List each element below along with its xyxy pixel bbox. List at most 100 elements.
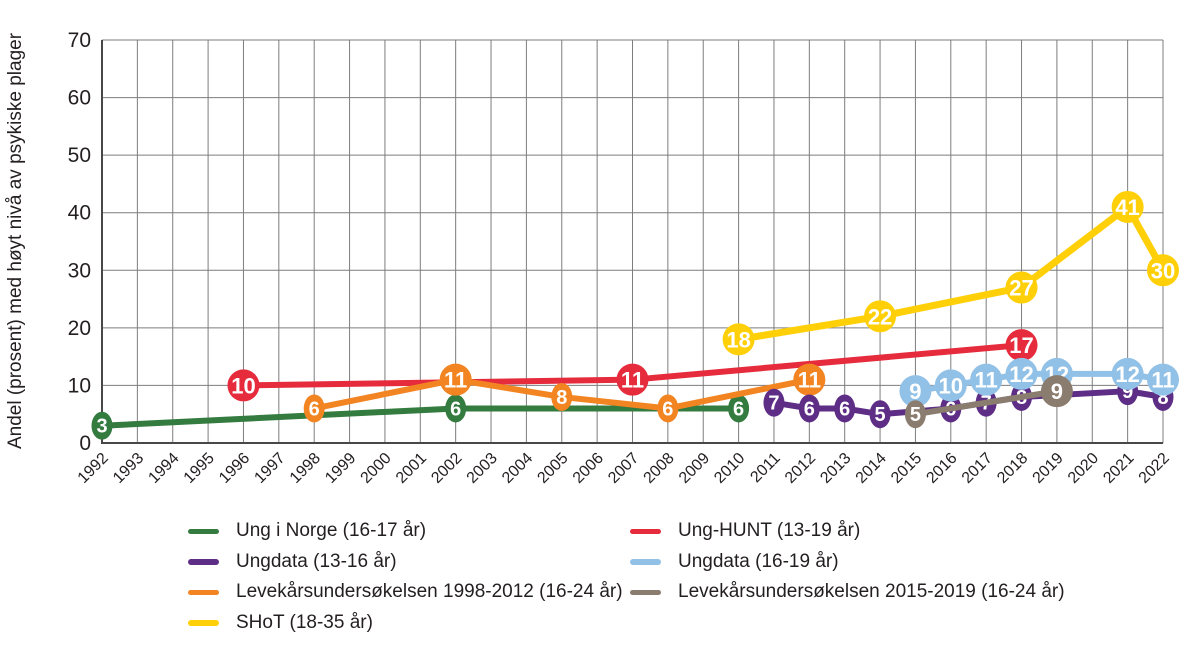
data-point-label: 22 <box>868 304 892 329</box>
data-point-label: 5 <box>875 404 886 426</box>
x-tick-label: 2004 <box>499 450 536 487</box>
x-tick-label: 2012 <box>782 450 819 487</box>
series-5: 59 <box>904 375 1073 429</box>
data-point-marker <box>834 394 856 423</box>
data-point-label: 6 <box>733 398 744 420</box>
axes <box>101 40 1163 444</box>
x-tick-label: 1998 <box>287 450 324 487</box>
data-point-label: 10 <box>939 373 963 398</box>
data-point-label: 7 <box>768 393 779 415</box>
data-point-marker <box>899 375 932 408</box>
x-tick-label: 1999 <box>322 450 359 487</box>
data-point-label: 6 <box>662 398 673 420</box>
data-point-label: 18 <box>726 327 750 352</box>
legend-label: Levekårsundersøkelsen 1998-2012 (16-24 å… <box>236 581 623 603</box>
data-point-label: 27 <box>1009 276 1033 301</box>
data-point-marker <box>439 363 472 396</box>
data-point-label: 11 <box>975 368 998 393</box>
x-tick-label: 1993 <box>110 450 147 487</box>
series-line <box>912 388 1060 418</box>
data-point-marker <box>227 369 260 402</box>
data-point-label: 5 <box>910 404 921 426</box>
y-tick-label: 40 <box>68 202 91 225</box>
y-axis-labels: 0 10 20 30 40 50 60 70 <box>68 29 91 455</box>
data-point-label: 9 <box>909 379 921 404</box>
x-tick-label: 1996 <box>216 450 253 487</box>
data-point-label: 41 <box>1115 195 1139 220</box>
legend-swatch <box>188 620 219 626</box>
data-point-label: 6 <box>804 398 815 420</box>
legend-label: Ung-HUNT (13-19 år) <box>678 520 861 542</box>
data-point-label: 11 <box>444 368 467 393</box>
series-6: 18 22 27 41 30 <box>722 190 1179 356</box>
data-point-marker <box>728 394 750 423</box>
legend-swatch <box>630 589 661 595</box>
data-point-marker <box>1111 190 1144 223</box>
x-tick-label: 2014 <box>853 450 890 487</box>
y-tick-label: 60 <box>68 87 91 110</box>
x-tick-label: 2011 <box>747 450 783 486</box>
x-axis-labels: 1992199319941995199619971998199920002001… <box>75 450 1173 487</box>
x-tick-label: 1997 <box>251 450 288 487</box>
series-4: 6 11 8 6 11 <box>303 363 826 423</box>
x-tick-label: 2019 <box>1030 450 1067 487</box>
data-point-marker <box>1147 363 1179 396</box>
data-point-marker <box>1040 375 1073 408</box>
data-point-marker <box>904 400 926 429</box>
legend-label: SHoT (18-35 år) <box>236 611 373 633</box>
x-tick-label: 2001 <box>393 450 430 487</box>
x-tick-label: 2013 <box>817 450 854 487</box>
data-point-marker <box>303 394 325 423</box>
data-point-label: 9 <box>1122 381 1133 403</box>
legend-column-left: Ung i Norge (16-17 år) Ungdata (13-16 år)… <box>188 516 623 638</box>
legend-swatch <box>188 528 219 534</box>
x-tick-label: 2008 <box>641 450 678 487</box>
data-point-label: 6 <box>450 398 461 420</box>
data-point-marker <box>616 363 649 396</box>
x-tick-label: 2016 <box>923 450 960 487</box>
legend-column-right: Ung-HUNT (13-19 år) Ungdata (16-19 år) Lev… <box>630 516 1065 608</box>
data-point-marker <box>91 411 113 440</box>
legend-item: Levekårsundersøkelsen 1998-2012 (16-24 å… <box>188 577 623 608</box>
x-tick-label: 2000 <box>358 450 395 487</box>
x-tick-label: 2006 <box>570 450 607 487</box>
data-point-marker <box>763 388 785 417</box>
data-point-label: 11 <box>1151 368 1174 393</box>
legend-label: Ungdata (16-19 år) <box>678 550 839 572</box>
x-tick-label: 2022 <box>1136 450 1173 487</box>
x-tick-label: 2018 <box>994 450 1031 487</box>
data-point-label: 10 <box>231 373 255 398</box>
legend-swatch <box>630 528 661 534</box>
x-tick-label: 2009 <box>676 450 713 487</box>
gridlines <box>101 39 1164 443</box>
data-point-label: 3 <box>96 416 107 438</box>
data-point-marker <box>1005 357 1038 390</box>
data-point-marker <box>934 369 967 402</box>
legend-item: Ung i Norge (16-17 år) <box>188 516 623 547</box>
data-point-label: 9 <box>1051 379 1063 404</box>
series-1: 10 11 17 <box>227 329 1038 402</box>
legend-item: Ungdata (16-19 år) <box>630 547 1065 578</box>
legend-item: Ung-HUNT (13-19 år) <box>630 516 1065 547</box>
data-point-label: 6 <box>839 398 850 420</box>
x-tick-label: 2002 <box>428 450 465 487</box>
y-tick-label: 20 <box>68 317 91 340</box>
legend-item: Levekårsundersøkelsen 2015-2019 (16-24 å… <box>630 577 1065 608</box>
series-3: 9 10 11 12 12 12 11 <box>899 357 1179 408</box>
legend-swatch <box>188 559 219 565</box>
y-tick-label: 10 <box>68 374 91 397</box>
data-point-label: 6 <box>309 398 320 420</box>
data-point-marker <box>1147 254 1179 287</box>
data-point-marker <box>1005 329 1038 362</box>
legend-label: Levekårsundersøkelsen 2015-2019 (16-24 å… <box>678 581 1065 603</box>
data-point-marker <box>551 382 573 411</box>
data-point-label: 12 <box>1115 362 1139 387</box>
x-tick-label: 2020 <box>1065 450 1102 487</box>
data-point-label: 17 <box>1009 333 1033 358</box>
x-tick-label: 2017 <box>959 450 996 487</box>
data-point-label: 8 <box>1157 387 1168 409</box>
data-point-marker <box>970 363 1003 396</box>
